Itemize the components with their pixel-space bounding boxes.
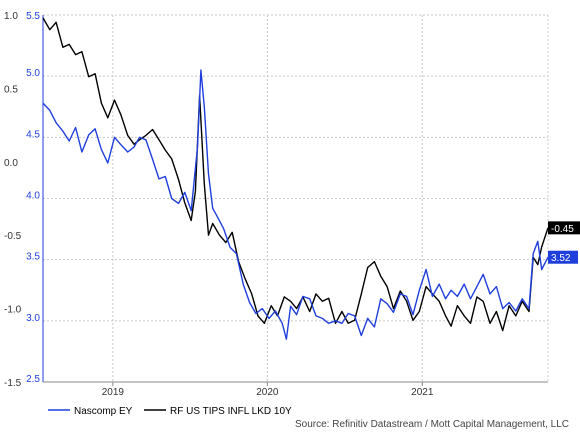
end-label-box: [548, 250, 578, 264]
x-tick-label: 2020: [256, 387, 279, 398]
legend-label: Nascomp EY: [74, 406, 133, 417]
series-layer: [42, 17, 549, 340]
y-right-tick-label: 1.0: [4, 11, 18, 22]
series-line-nascomp-ey: [42, 69, 549, 340]
y-left-tick-label: 3.0: [26, 313, 40, 324]
x-tick-label: 2021: [411, 387, 434, 398]
end-label-box: [548, 221, 580, 235]
y-left-tick-label: 2.5: [26, 374, 40, 385]
y-left-tick-label: 5.0: [26, 68, 40, 79]
y-right-tick-label: 0.0: [4, 158, 18, 169]
y-left-tick-label: 4.5: [26, 129, 40, 140]
axes: 2.5 3.0 3.5 4.0 4.5 5.0 5.5 -1.5 -1.0 -0.5 0.0 0.5 1…: [4, 11, 548, 398]
y-left-tick-label: 3.5: [26, 252, 40, 263]
end-label-value: -0.45: [551, 224, 574, 235]
y-left-tick-label: 4.0: [26, 191, 40, 202]
end-label-value: 3.52: [551, 253, 571, 264]
grid-lines: [43, 14, 549, 383]
x-tick-label: 2019: [102, 387, 125, 398]
y-right-tick-label: -1.5: [4, 378, 22, 389]
end-labels: -0.45 3.52: [548, 221, 580, 264]
legend: Nascomp EY RF US TIPS INFL LKD 10Y: [48, 406, 292, 417]
y-right-tick-label: -0.5: [4, 231, 22, 242]
y-right-tick-label: -1.0: [4, 305, 22, 316]
source-note: Source: Refinitiv Datastream / Mott Capi…: [295, 419, 569, 430]
y-left-tick-label: 5.5: [26, 11, 40, 22]
series-line-tips-10y: [42, 17, 549, 332]
y-right-tick-label: 0.5: [4, 84, 18, 95]
legend-label: RF US TIPS INFL LKD 10Y: [170, 406, 292, 417]
